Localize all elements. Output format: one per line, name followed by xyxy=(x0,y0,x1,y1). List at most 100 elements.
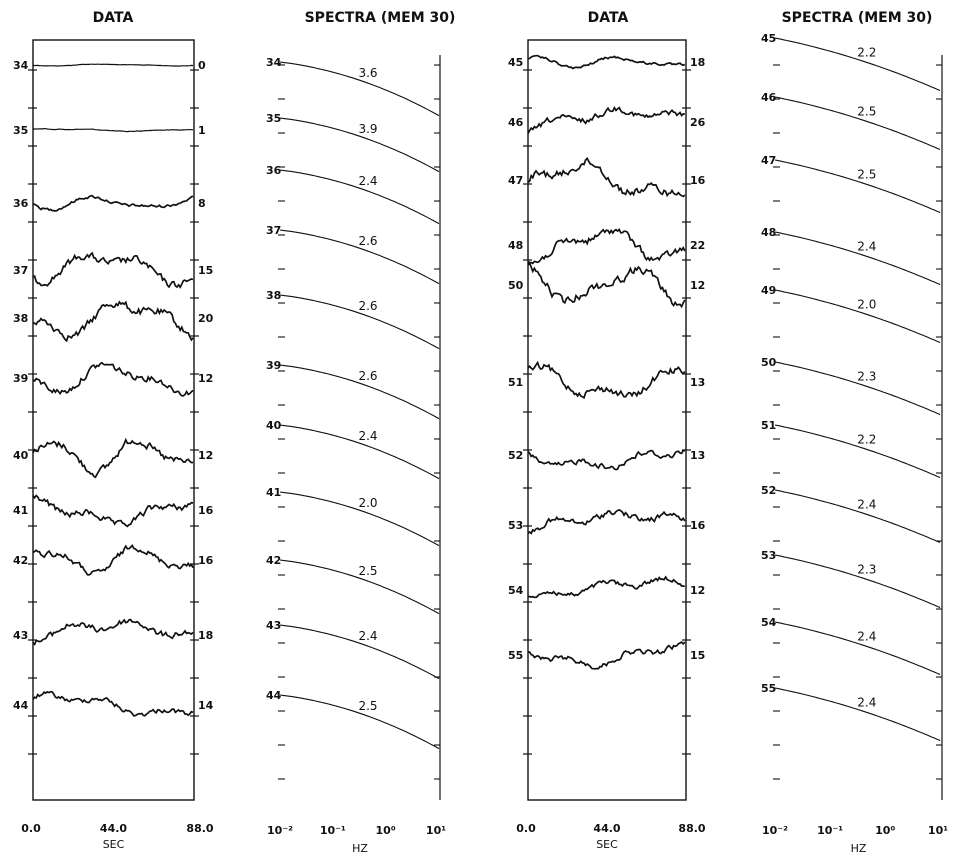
spectrum-label-49: 49 xyxy=(761,284,776,297)
x-tick-label: 44.0 xyxy=(593,822,620,835)
trace-label-right-18: 18 xyxy=(198,629,213,642)
trace-label-right-15: 15 xyxy=(690,649,705,662)
trace-label-left-44: 44 xyxy=(13,699,29,712)
spectrum-line-39 xyxy=(279,364,440,420)
x-tick-label-3: 10⁰ xyxy=(376,824,396,837)
trace-label-left-42: 42 xyxy=(13,554,28,567)
data-trace-42 xyxy=(32,544,194,576)
x-tick-label: 0.0 xyxy=(516,822,536,835)
spectrum-label-43: 43 xyxy=(266,619,281,632)
spectrum-slope-value-36: 2.4 xyxy=(358,174,377,188)
data-trace-48 xyxy=(527,228,686,265)
spectrum-label-42: 42 xyxy=(266,554,281,567)
spectrum-slope-value-55: 2.4 xyxy=(857,695,876,709)
trace-label-right-12: 12 xyxy=(198,449,213,462)
spectrum-line-54 xyxy=(774,621,941,676)
spectrum-label-47: 47 xyxy=(761,154,776,167)
trace-label-right-15: 15 xyxy=(198,264,213,277)
trace-label-right-22: 22 xyxy=(690,239,705,252)
spectrum-line-41 xyxy=(279,491,440,547)
trace-label-left-54: 54 xyxy=(508,584,524,597)
spectrum-line-47 xyxy=(774,159,941,214)
spectrum-slope-value-37: 2.6 xyxy=(358,234,377,248)
trace-label-left-36: 36 xyxy=(13,197,29,210)
spectrum-label-52: 52 xyxy=(761,484,776,497)
data-trace-46 xyxy=(527,106,685,134)
panel-title-1: DATA xyxy=(93,10,134,26)
trace-label-right-16: 16 xyxy=(198,554,214,567)
trace-label-right-13: 13 xyxy=(690,449,705,462)
spectrum-label-46: 46 xyxy=(761,91,777,104)
x-axis-label: HZ xyxy=(851,842,867,855)
trace-label-left-45: 45 xyxy=(508,56,523,69)
data-trace-43 xyxy=(32,618,194,646)
trace-label-left-47: 47 xyxy=(508,174,523,187)
spectrum-label-40: 40 xyxy=(266,419,282,432)
x-tick-label-1: 10⁻² xyxy=(267,824,293,837)
trace-label-right-20: 20 xyxy=(198,312,214,325)
spectrum-slope-value-38: 2.6 xyxy=(358,299,377,313)
data-trace-45 xyxy=(527,54,686,70)
spectrum-label-55: 55 xyxy=(761,682,776,695)
panel-title-3: DATA xyxy=(588,10,629,26)
trace-label-right-16: 16 xyxy=(690,174,706,187)
panel-title-4: SPECTRA (MEM 30) xyxy=(782,10,933,26)
spectrum-label-50: 50 xyxy=(761,356,777,369)
spectrum-slope-value-51: 2.2 xyxy=(857,432,876,446)
trace-label-left-53: 53 xyxy=(508,519,523,532)
spectrum-slope-value-44: 2.5 xyxy=(358,699,377,713)
spectrum-slope-value-49: 2.0 xyxy=(857,297,876,311)
spectrum-label-35: 35 xyxy=(266,112,281,125)
data-trace-37 xyxy=(32,251,194,289)
data-trace-35 xyxy=(32,127,194,133)
trace-label-right-0: 0 xyxy=(198,59,206,72)
spectrum-slope-value-40: 2.4 xyxy=(358,429,377,443)
trace-label-right-16: 16 xyxy=(198,504,214,517)
data-trace-39 xyxy=(32,361,194,397)
spectrum-line-48 xyxy=(774,231,941,286)
x-tick-label-1: 10⁻² xyxy=(762,824,788,837)
spectrum-slope-value-34: 3.6 xyxy=(358,66,377,80)
spectrum-line-46 xyxy=(774,96,941,151)
x-tick-label-2: 10⁻¹ xyxy=(320,824,346,837)
trace-label-right-12: 12 xyxy=(198,372,213,385)
trace-label-right-1: 1 xyxy=(198,124,206,137)
spectrum-slope-value-48: 2.4 xyxy=(857,239,876,253)
data-trace-38 xyxy=(32,300,194,343)
data-frame-1 xyxy=(32,39,195,801)
spectrum-line-45 xyxy=(774,37,941,92)
data-trace-50 xyxy=(527,261,686,309)
trace-label-right-12: 12 xyxy=(690,584,705,597)
x-tick-label-2: 10⁻¹ xyxy=(817,824,843,837)
x-tick-label: 88.0 xyxy=(186,822,213,835)
spectrum-label-36: 36 xyxy=(266,164,282,177)
spectrum-line-40 xyxy=(279,424,440,480)
spectrum-line-50 xyxy=(774,361,941,416)
trace-label-right-13: 13 xyxy=(690,376,705,389)
spectrum-line-38 xyxy=(279,294,440,350)
spectrum-label-54: 54 xyxy=(761,616,777,629)
x-tick-label: 0.0 xyxy=(21,822,41,835)
x-tick-label-4: 10¹ xyxy=(426,824,446,837)
x-axis-label: SEC xyxy=(596,838,618,851)
spectrum-slope-value-54: 2.4 xyxy=(857,629,876,643)
spectrum-line-35 xyxy=(279,117,440,173)
data-trace-34 xyxy=(33,63,194,67)
spectrum-slope-value-42: 2.5 xyxy=(358,564,377,578)
spectrum-label-44: 44 xyxy=(266,689,282,702)
trace-label-left-35: 35 xyxy=(13,124,28,137)
spectrum-label-41: 41 xyxy=(266,486,281,499)
spectrum-line-37 xyxy=(279,229,440,285)
x-tick-label: 44.0 xyxy=(100,822,127,835)
spectrum-label-34: 34 xyxy=(266,56,282,69)
spectrum-label-39: 39 xyxy=(266,359,281,372)
spectrum-slope-value-43: 2.4 xyxy=(358,629,377,643)
spectrum-line-52 xyxy=(774,489,941,544)
data-trace-52 xyxy=(527,449,686,471)
spectrum-label-37: 37 xyxy=(266,224,281,237)
trace-label-right-8: 8 xyxy=(198,197,206,210)
spectrum-line-49 xyxy=(774,289,941,344)
spectrum-slope-value-52: 2.4 xyxy=(857,497,876,511)
trace-label-right-16: 16 xyxy=(690,519,706,532)
